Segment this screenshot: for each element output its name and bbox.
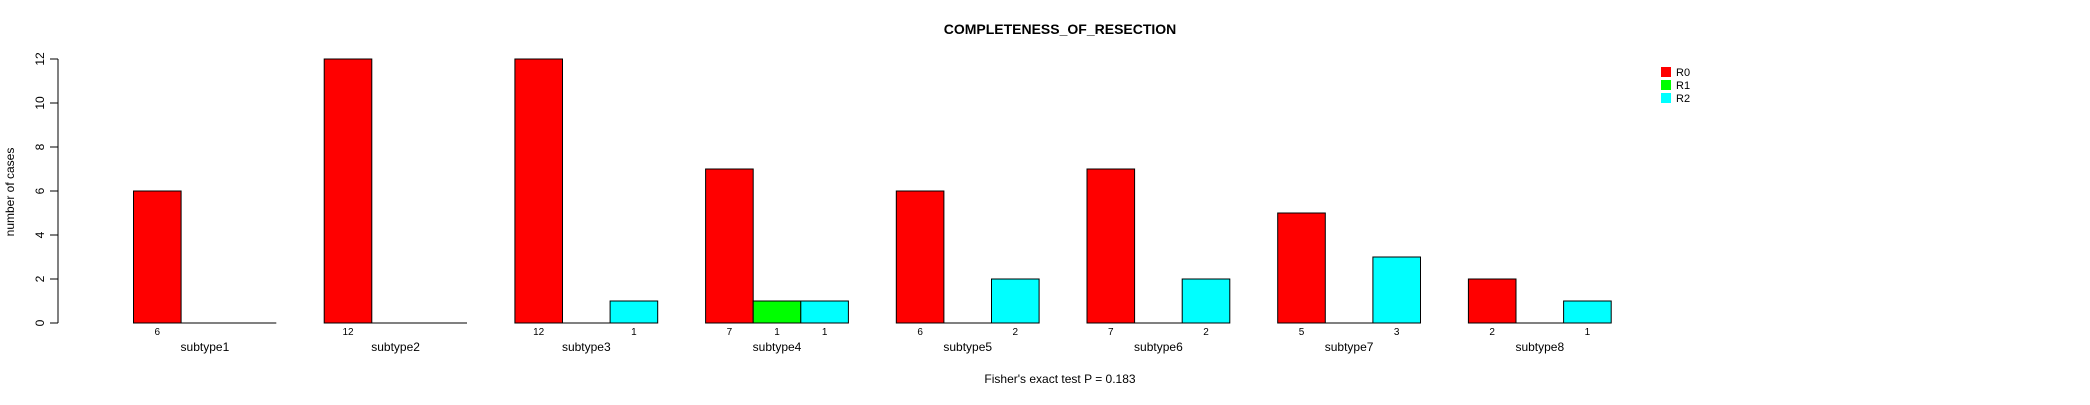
bar-group-subtype7: 5 3 subtype7: [1277, 212, 1422, 354]
y-tick-label: 12: [33, 52, 47, 66]
data-label: 1: [631, 327, 637, 338]
legend-label-R0: R0: [1676, 67, 1690, 79]
bar-group-subtype6: 7 2 subtype6: [1086, 168, 1231, 354]
bar-group-subtype1: 6 subtype1: [133, 190, 277, 354]
data-label: 3: [1394, 327, 1400, 338]
data-label: 12: [533, 327, 545, 338]
bar-subtype6-R0: [1086, 168, 1136, 324]
data-label: 6: [155, 327, 161, 338]
bar-subtype8-R2: [1563, 300, 1612, 324]
bar-subtype1-R0: [133, 190, 182, 324]
category-label: subtype7: [1325, 340, 1374, 354]
category-label: subtype1: [181, 340, 230, 354]
y-tick-label: 2: [33, 275, 47, 282]
bar-subtype6-R2: [1181, 278, 1231, 324]
fisher-test-footnote: Fisher's exact test P = 0.183: [984, 372, 1135, 386]
y-tick-label: 10: [33, 96, 47, 110]
data-label: 12: [342, 327, 354, 338]
data-label: 6: [917, 327, 923, 338]
bar-group-subtype2: 12 subtype2: [323, 58, 467, 354]
bar-subtype5-R2: [991, 278, 1040, 324]
bar-subtype3-R0: [514, 58, 564, 324]
bar-subtype5-R0: [895, 190, 945, 324]
bar-group-subtype3: 12 1 subtype3: [514, 58, 659, 354]
y-tick-label: 4: [33, 231, 47, 238]
data-label: 1: [774, 327, 780, 338]
y-tick-label: 8: [33, 143, 47, 150]
data-label: 2: [1489, 327, 1495, 338]
category-label: subtype5: [943, 340, 992, 354]
category-label: subtype3: [562, 340, 611, 354]
legend-label-R2: R2: [1676, 93, 1690, 105]
bar-group-subtype8: 2 1 subtype8: [1467, 278, 1612, 354]
data-label: 7: [1108, 327, 1114, 338]
y-axis: 0 2 4 6 8 10 12: [33, 52, 59, 326]
bar-group-subtype4: 7 1 1 subtype4: [705, 168, 849, 354]
bar-subtype7-R0: [1277, 212, 1326, 324]
legend-swatch-R2: [1661, 93, 1671, 103]
bar-subtype4-R1: [752, 300, 802, 324]
legend-swatch-R0: [1661, 67, 1671, 77]
legend-swatch-R1: [1661, 80, 1671, 90]
category-label: subtype2: [371, 340, 420, 354]
bar-group-subtype5: 6 2 subtype5: [895, 190, 1040, 354]
y-tick-label: 6: [33, 187, 47, 194]
legend-label-R1: R1: [1676, 80, 1690, 92]
category-label: subtype4: [753, 340, 802, 354]
data-label: 7: [727, 327, 733, 338]
bar-subtype7-R2: [1372, 256, 1422, 324]
bar-subtype8-R0: [1467, 278, 1517, 324]
data-label: 1: [822, 327, 828, 338]
data-label: 1: [1585, 327, 1591, 338]
bar-subtype2-R0: [323, 58, 373, 324]
chart-title: COMPLETENESS_OF_RESECTION: [944, 21, 1177, 37]
data-label: 5: [1299, 327, 1305, 338]
y-axis-title: number of cases: [3, 148, 17, 237]
bar-subtype4-R0: [705, 168, 754, 324]
bar-subtype3-R2: [609, 300, 659, 324]
category-label: subtype6: [1134, 340, 1183, 354]
data-label: 2: [1013, 327, 1019, 338]
data-label: 2: [1203, 327, 1209, 338]
y-tick-label: 0: [33, 319, 47, 326]
category-label: subtype8: [1515, 340, 1564, 354]
bar-subtype4-R2: [800, 300, 849, 324]
